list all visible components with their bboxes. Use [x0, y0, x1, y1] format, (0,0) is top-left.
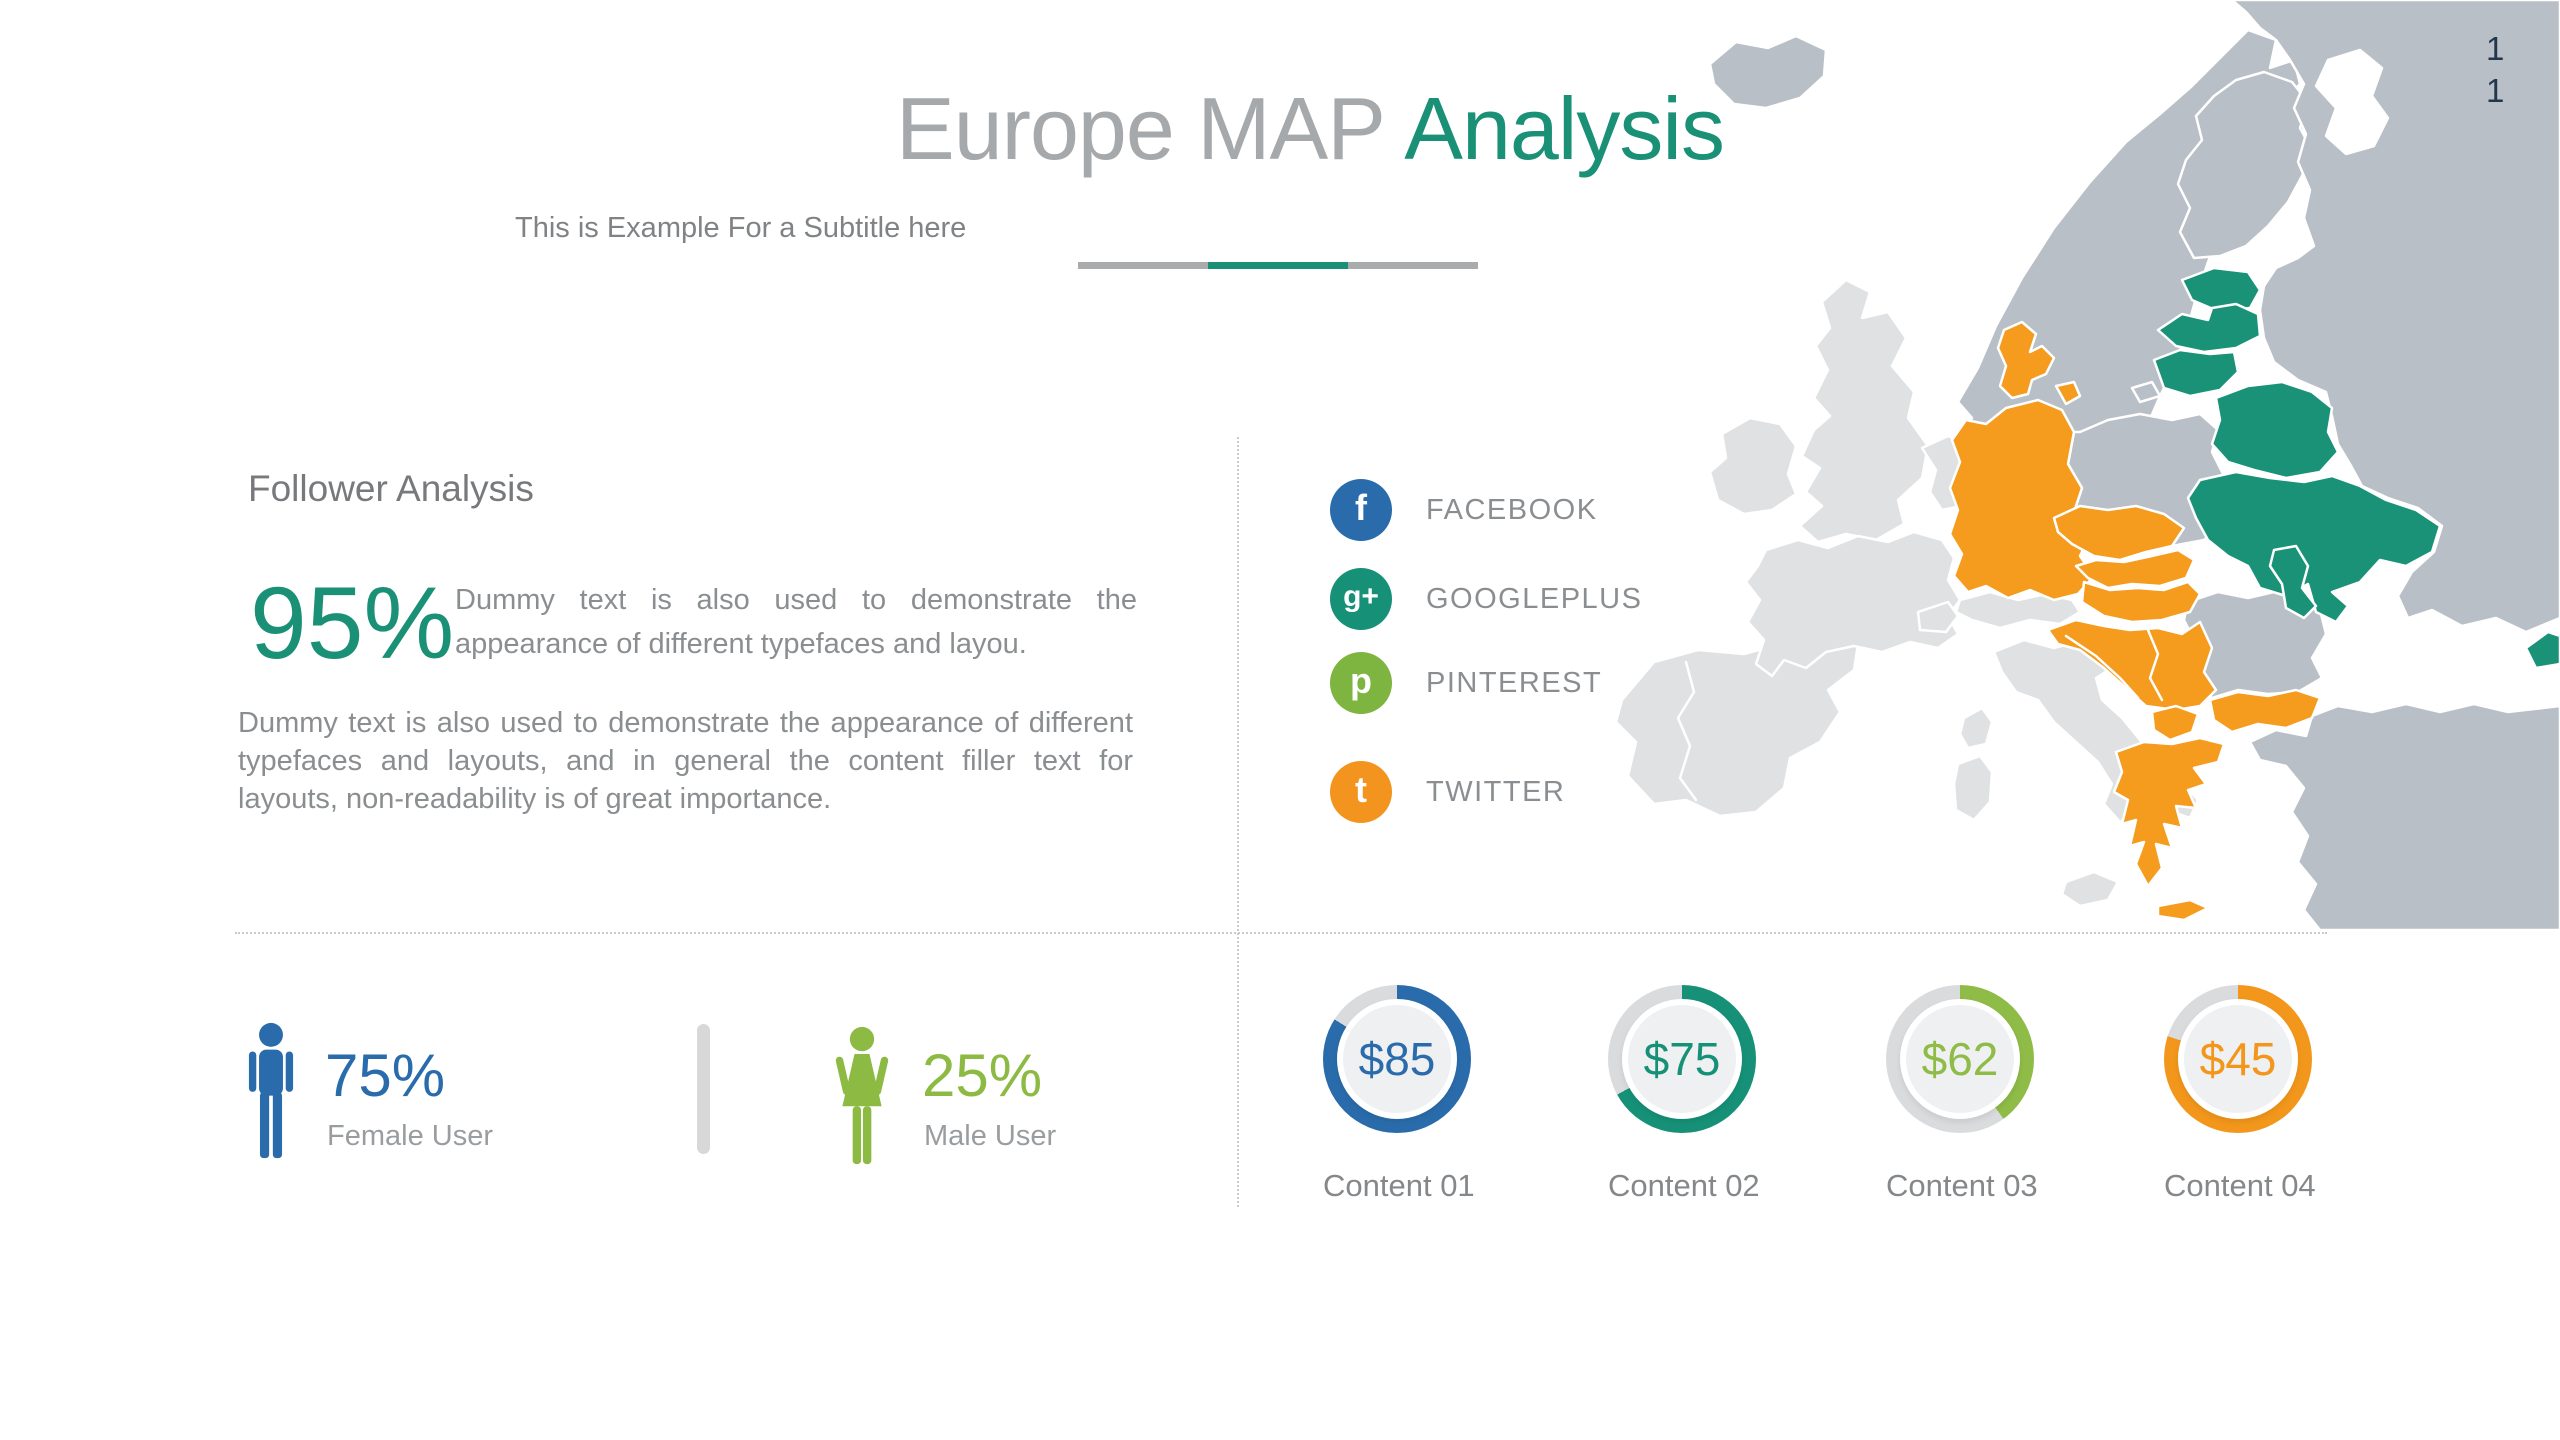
female-figure-icon	[835, 1026, 889, 1165]
page-number-line1: 1	[2486, 30, 2505, 67]
map-region-balkans	[2046, 618, 2218, 712]
map-region-finland	[2176, 70, 2314, 260]
title-divider	[1078, 262, 1478, 269]
map-region-corsica	[1958, 706, 1994, 750]
facebook-icon: f	[1330, 479, 1392, 541]
gender-value-left: 75%	[325, 1042, 446, 1109]
map-region-greece	[2112, 736, 2226, 888]
googleplus-glyph: g+	[1343, 580, 1379, 613]
map-region-ireland	[1708, 416, 1798, 516]
horizontal-dotted-divider	[235, 932, 2327, 934]
map-region-crete	[2156, 898, 2210, 922]
map-border-serbia	[2146, 628, 2164, 702]
map-region-iberia	[1614, 640, 1860, 818]
gender-value-right: 25%	[922, 1042, 1043, 1109]
gender-group-left: 75% Female User	[243, 1022, 493, 1160]
subtitle: This is Example For a Subtitle here	[515, 212, 967, 244]
europe-map	[1614, 0, 2560, 932]
donut-content-02: $75	[1608, 985, 1756, 1133]
map-region-estonia	[2180, 266, 2262, 314]
donut-value: $62	[1921, 1033, 1999, 1085]
page-number: 1 1	[2486, 28, 2504, 112]
twitter-icon: t	[1330, 761, 1392, 823]
facebook-glyph: f	[1355, 487, 1367, 528]
pinterest-glyph: p	[1350, 660, 1372, 701]
map-region-iceland	[1708, 34, 1828, 110]
pinterest-icon: p	[1330, 652, 1392, 714]
map-region-latvia	[2156, 302, 2262, 354]
donut-label-content-01: Content 01	[1323, 1168, 1475, 1203]
map-region-germany	[1948, 398, 2096, 602]
follower-stat-value: 95%	[250, 566, 455, 680]
twitter-glyph: t	[1355, 769, 1367, 810]
map-region-bulgaria	[2208, 688, 2322, 734]
map-region-czech	[2052, 504, 2186, 562]
title-accent: Analysis	[1404, 79, 1725, 178]
donut-value: $85	[1358, 1033, 1436, 1085]
gender-group-right: 25% Male User	[830, 1026, 1056, 1166]
googleplus-icon: g+	[1330, 568, 1392, 630]
social-label-facebook: FACEBOOK	[1426, 493, 1598, 526]
title-divider-accent	[1208, 262, 1348, 269]
map-region-switzerland	[1916, 600, 1960, 634]
donut-content-01: $85	[1323, 985, 1471, 1133]
social-label-pinterest: PINTEREST	[1426, 666, 1603, 699]
donut-content-03: $62	[1886, 985, 2034, 1133]
map-white-sea	[2314, 48, 2390, 156]
donut-inner-disc: $45	[2178, 999, 2298, 1119]
page-number-line2: 1	[2486, 72, 2505, 109]
map-region-denmark-isle	[2054, 380, 2082, 406]
title-prefix: Europe MAP	[896, 79, 1386, 178]
follower-paragraph: Dummy text is also used to demonstrate t…	[238, 707, 1133, 815]
vertical-dotted-divider	[1237, 437, 1239, 1207]
donut-label-content-02: Content 02	[1608, 1168, 1760, 1203]
donut-inner-disc: $62	[1900, 999, 2020, 1119]
social-item-pinterest: p PINTEREST	[1330, 652, 1602, 714]
map-region-slovakia	[2074, 548, 2196, 590]
map-border-portugal	[1676, 660, 1698, 802]
donut-content-04: $45	[2164, 985, 2312, 1133]
social-item-googleplus: g+ GOOGLEPLUS	[1330, 568, 1642, 630]
map-region-sicily	[2060, 870, 2120, 908]
follower-stat-caption: Dummy text is also used to demonstrate t…	[455, 584, 1137, 660]
gender-divider-bar	[697, 1024, 710, 1154]
map-region-uk	[1798, 278, 1930, 544]
map-region-austria	[1954, 590, 2082, 630]
map-region-albania	[2150, 704, 2200, 742]
social-item-twitter: t TWITTER	[1330, 761, 1565, 823]
gender-label-right: Male User	[924, 1120, 1057, 1152]
social-item-facebook: f FACEBOOK	[1330, 479, 1598, 541]
donut-value: $75	[1643, 1033, 1721, 1085]
map-region-hungary	[2080, 580, 2202, 624]
map-region-ukraine	[2186, 470, 2442, 624]
gender-label-left: Female User	[327, 1120, 493, 1152]
social-label-twitter: TWITTER	[1426, 775, 1566, 808]
donut-inner-disc: $85	[1337, 999, 1457, 1119]
donut-value: $45	[2199, 1033, 2277, 1085]
social-label-googleplus: GOOGLEPLUS	[1426, 582, 1643, 615]
map-region-russia	[2230, 0, 2560, 634]
map-region-denmark	[1996, 320, 2056, 400]
donut-label-content-04: Content 04	[2164, 1168, 2316, 1203]
map-border-croatia-bosnia	[2064, 634, 2140, 700]
map-region-belarus	[2210, 380, 2340, 480]
male-figure-icon	[248, 1022, 294, 1159]
map-region-lithuania	[2152, 348, 2240, 398]
donut-inner-disc: $75	[1622, 999, 1742, 1119]
donut-label-content-03: Content 03	[1886, 1168, 2038, 1203]
map-region-kaliningrad	[2130, 380, 2162, 404]
map-region-turkey	[2248, 702, 2560, 932]
map-region-france	[1744, 530, 1962, 678]
follower-heading: Follower Analysis	[248, 468, 534, 509]
map-region-moldova	[2268, 544, 2318, 620]
page-title: Europe MAP Analysis	[560, 78, 2060, 180]
map-region-caucasus	[2524, 630, 2560, 670]
map-region-sardinia	[1952, 754, 1994, 822]
